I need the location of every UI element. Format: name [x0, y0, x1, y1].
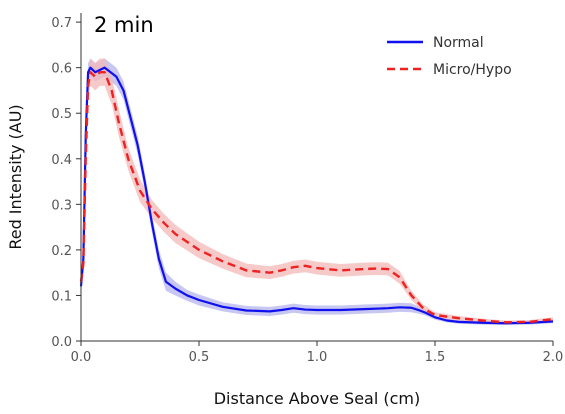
- band-normal: [81, 58, 553, 326]
- x-tick-label: 2.0: [543, 350, 564, 365]
- confidence-bands: [81, 58, 553, 326]
- y-tick-label: 0.6: [51, 62, 72, 77]
- x-tick-label: 1.0: [307, 350, 328, 365]
- legend-label: Normal: [433, 35, 484, 51]
- y-tick-label: 0.3: [51, 198, 72, 213]
- line-normal: [79, 66, 554, 325]
- x-tick-label: 1.5: [425, 350, 446, 365]
- legend: Normal Micro/Hypo: [387, 35, 512, 78]
- y-tick-label: 0.2: [51, 244, 72, 259]
- x-axis-title: Distance Above Seal (cm): [214, 389, 421, 408]
- x-tick-label: 0.0: [71, 350, 92, 365]
- series-lines: [79, 66, 554, 325]
- y-tick-label: 0.5: [51, 107, 72, 122]
- y-tick-label: 0.7: [51, 16, 72, 31]
- y-tick-label: 0.4: [51, 153, 72, 168]
- line-micro-hypo: [79, 71, 554, 324]
- y-tick-label: 0.1: [51, 289, 72, 304]
- y-tick-label: 0.0: [51, 335, 72, 350]
- x-axis-ticks: 0.0 0.5 1.0 1.5 2.0: [71, 341, 564, 365]
- y-axis-ticks: 0.0 0.1 0.2 0.3 0.4 0.5 0.6 0.7: [51, 16, 81, 350]
- legend-label: Micro/Hypo: [433, 62, 512, 78]
- y-axis-title: Red Intensity (AU): [6, 104, 25, 249]
- panel-label: 2 min: [94, 13, 154, 37]
- x-tick-label: 0.5: [189, 350, 210, 365]
- band-micro-hypo: [81, 58, 553, 325]
